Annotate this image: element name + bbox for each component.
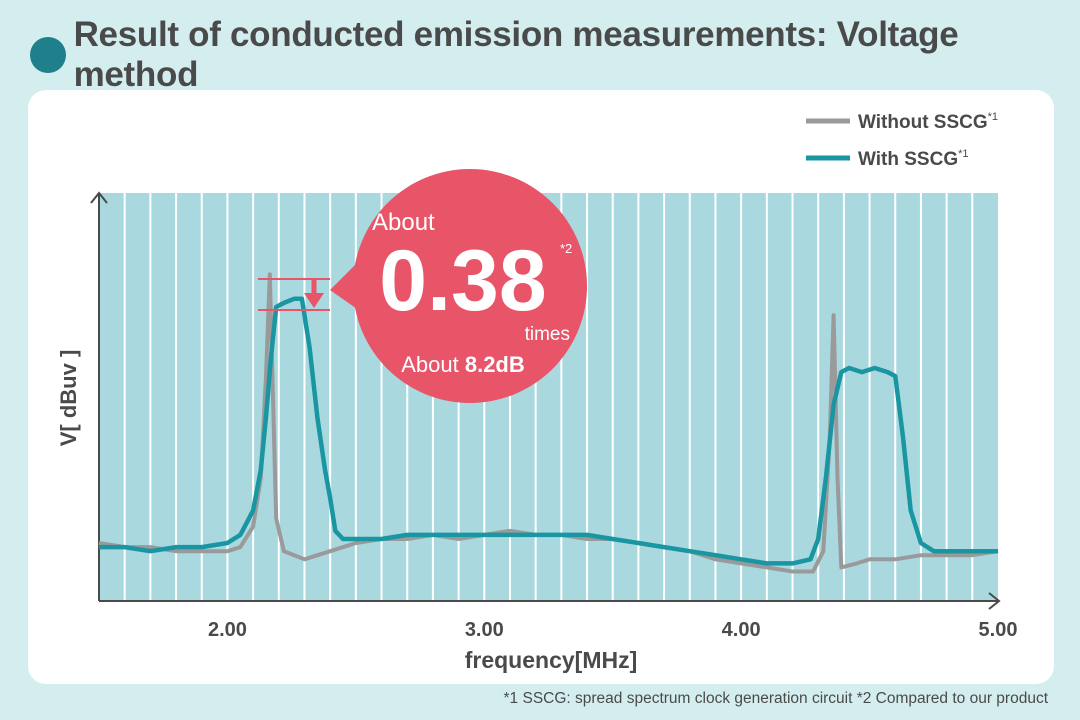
x-tick-label: 3.00: [465, 619, 504, 641]
reduction-marker: [258, 278, 330, 311]
callout-value: 0.38: [379, 233, 546, 329]
legend-label-with: With SSCG*1: [858, 148, 969, 170]
x-axis-arrow-icon: [988, 592, 1001, 610]
callout-value-sup: *2: [560, 241, 572, 256]
callout-bubble: About 0.38 *2 times About 8.2dB: [330, 169, 587, 403]
x-tick-label: 4.00: [722, 619, 761, 641]
down-arrow-icon: [304, 293, 324, 308]
callout-unit: times: [525, 324, 570, 345]
title-row: Result of conducted emission measurement…: [30, 15, 1080, 94]
series-line-with-sscg: [99, 296, 998, 566]
x-tick-label: 5.00: [979, 619, 1018, 641]
footnote: *1 SSCG: spread spectrum clock generatio…: [503, 690, 1048, 707]
y-axis-label: V[ dBuv ]: [56, 350, 81, 447]
callout-db: About 8.2dB: [401, 352, 525, 377]
legend: Without SSCG*1 With SSCG*1: [806, 111, 998, 170]
axes: [90, 191, 1001, 610]
title-bullet-icon: [30, 37, 66, 73]
chart-title: Result of conducted emission measurement…: [73, 15, 959, 94]
y-axis-arrow-icon: [90, 191, 108, 204]
legend-label-without: Without SSCG*1: [858, 111, 998, 133]
x-tick-label: 2.00: [208, 619, 247, 641]
x-axis-label: frequency[MHz]: [465, 647, 638, 673]
callout-prefix: About: [372, 209, 435, 236]
